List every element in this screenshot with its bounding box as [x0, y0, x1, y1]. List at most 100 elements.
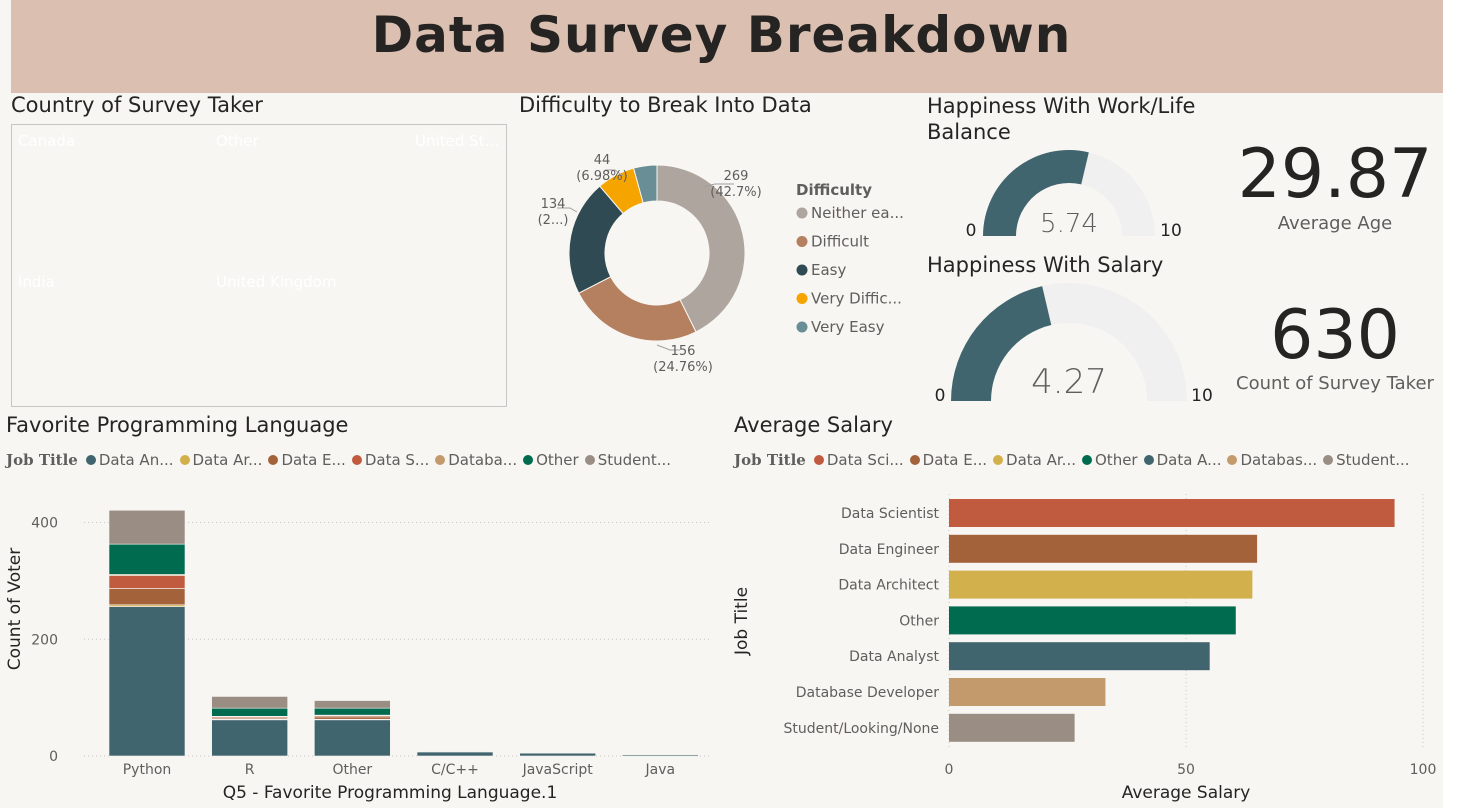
x-axis-title: Q5 - Favorite Programming Language.1 — [223, 783, 558, 803]
donut-legend-marker — [796, 293, 808, 304]
gauge-salary-title: Happiness With Salary — [927, 253, 1164, 277]
bar-segment — [211, 719, 288, 757]
bar-segment — [211, 696, 288, 709]
donut-data-label: (2...) — [538, 213, 569, 228]
legend-item[interactable]: Databas... — [1227, 451, 1317, 469]
legend-item[interactable]: Student... — [584, 451, 672, 469]
x-tick-label: 50 — [1177, 762, 1195, 778]
gauge-min-label: 0 — [935, 386, 946, 406]
salary-bar — [949, 499, 1395, 527]
bar-segment — [314, 719, 391, 757]
donut-legend-title: Difficulty — [796, 181, 872, 199]
legend-marker — [993, 455, 1004, 465]
x-tick-label: Python — [123, 762, 172, 778]
y-tick-label: 200 — [31, 632, 58, 648]
country-treemap: Canada Other United St... India United K… — [11, 124, 507, 407]
legend-marker — [909, 455, 920, 465]
donut-legend-label: Neither ea... — [811, 204, 904, 222]
legend-label: Data E... — [922, 451, 988, 469]
treemap-tile-label: United Kingdom — [216, 273, 337, 291]
treemap-tile-india[interactable]: India — [12, 266, 210, 406]
title-banner — [11, 0, 1443, 93]
legend-label: Student... — [597, 451, 672, 469]
legend-item[interactable]: Data An... — [85, 451, 174, 469]
salary-bar — [949, 713, 1075, 742]
legend-marker — [1143, 455, 1154, 465]
treemap-tile-label: India — [18, 273, 55, 291]
donut-legend-marker — [796, 264, 808, 276]
legend-item[interactable]: Data A... — [1143, 451, 1221, 469]
survey-count-value: 630 — [1270, 296, 1400, 375]
language-stacked-bar-chart: 0 200 400 Python R Other C/C++ JavaScript Java Q5… — [5, 509, 710, 803]
legend-item[interactable]: Databa... — [435, 451, 517, 469]
y-tick-label: Data Analyst — [849, 649, 939, 665]
bar-segment — [519, 752, 596, 757]
y-axis-title: Job Title — [732, 587, 752, 656]
gauge-max-label: 10 — [1191, 386, 1213, 406]
treemap-tile-other[interactable]: Other — [210, 125, 409, 266]
bar-segment — [314, 700, 391, 709]
legend-label: Data Ar... — [1006, 451, 1076, 469]
treemap-tile-label: Canada — [18, 132, 76, 150]
donut-slice — [656, 164, 746, 333]
bar-segment — [416, 751, 494, 757]
donut-legend-label: Very Diffic... — [811, 290, 902, 308]
average-age-label: Average Age — [1277, 213, 1393, 234]
legend-marker — [584, 455, 595, 465]
legend-item[interactable]: Data Ar... — [993, 451, 1076, 469]
language-chart-legend: Job Title Data An... Data Ar... Data E... D… — [6, 451, 677, 469]
gauge-max-label: 10 — [1160, 221, 1182, 241]
legend-label: Data An... — [98, 451, 174, 469]
dashboard-title: Data Survey Breakdown — [371, 6, 1072, 64]
legend-marker — [523, 455, 534, 465]
gauge-worklife-title-line2: Balance — [927, 120, 1011, 144]
legend-label: Student... — [1336, 451, 1410, 469]
x-tick-label: R — [245, 762, 255, 778]
donut-data-label: 134 — [541, 197, 566, 212]
donut-data-label: 269 — [724, 169, 749, 184]
y-axis-title: Count of Voter — [5, 548, 25, 671]
donut-legend-label: Very Easy — [811, 318, 885, 336]
salary-bar — [949, 678, 1106, 706]
survey-count-label: Count of Survey Taker — [1236, 373, 1434, 394]
donut-title: Difficulty to Break Into Data — [519, 93, 812, 117]
y-tick-label: 400 — [31, 516, 58, 532]
gauge-min-label: 0 — [966, 221, 977, 241]
y-tick-label: Other — [899, 613, 939, 629]
legend-item[interactable]: Data E... — [909, 451, 988, 469]
y-tick-label: Database Developer — [796, 685, 939, 701]
donut-data-label: (24.76%) — [653, 360, 713, 375]
legend-item[interactable]: Other — [1082, 451, 1138, 469]
gauge-fill — [983, 150, 1089, 236]
legend-item[interactable]: Data S... — [351, 451, 429, 469]
legend-marker — [435, 455, 446, 465]
legend-item[interactable]: Other — [523, 451, 579, 469]
treemap-tile-united-states[interactable]: United St... — [409, 125, 506, 406]
bar-segment — [416, 751, 494, 753]
legend-marker — [351, 455, 362, 465]
gauge-value: 4.27 — [1031, 362, 1107, 402]
difficulty-donut-chart: 269(42.7%) 156(24.76%) 134(2...) 44(6.98%) D… — [538, 153, 904, 375]
treemap-tile-united-kingdom[interactable]: United Kingdom — [210, 266, 409, 406]
bar-segment — [108, 606, 186, 757]
worklife-gauge: 5.74 0 10 — [966, 150, 1182, 241]
bar-segment — [519, 751, 596, 753]
bar-segment — [622, 754, 699, 757]
legend-item[interactable]: Student... — [1323, 451, 1410, 469]
legend-item[interactable]: Data Sci... — [813, 451, 904, 469]
language-chart-title: Favorite Programming Language — [6, 413, 349, 437]
legend-item[interactable]: Data Ar... — [179, 451, 262, 469]
salary-bar — [949, 642, 1210, 671]
salary-bar — [949, 570, 1253, 599]
bar-segment — [108, 509, 186, 545]
y-tick-label: Data Architect — [838, 578, 939, 594]
treemap-tile-canada[interactable]: Canada — [12, 125, 210, 266]
donut-data-label: 156 — [671, 344, 696, 359]
bar-segment — [314, 707, 391, 716]
legend-marker — [85, 455, 96, 465]
donut-legend-marker — [796, 207, 808, 219]
legend-label: Other — [536, 451, 579, 469]
donut-legend-label: Easy — [811, 261, 846, 279]
legend-item[interactable]: Data E... — [268, 451, 346, 469]
legend-label: Databa... — [448, 451, 518, 469]
